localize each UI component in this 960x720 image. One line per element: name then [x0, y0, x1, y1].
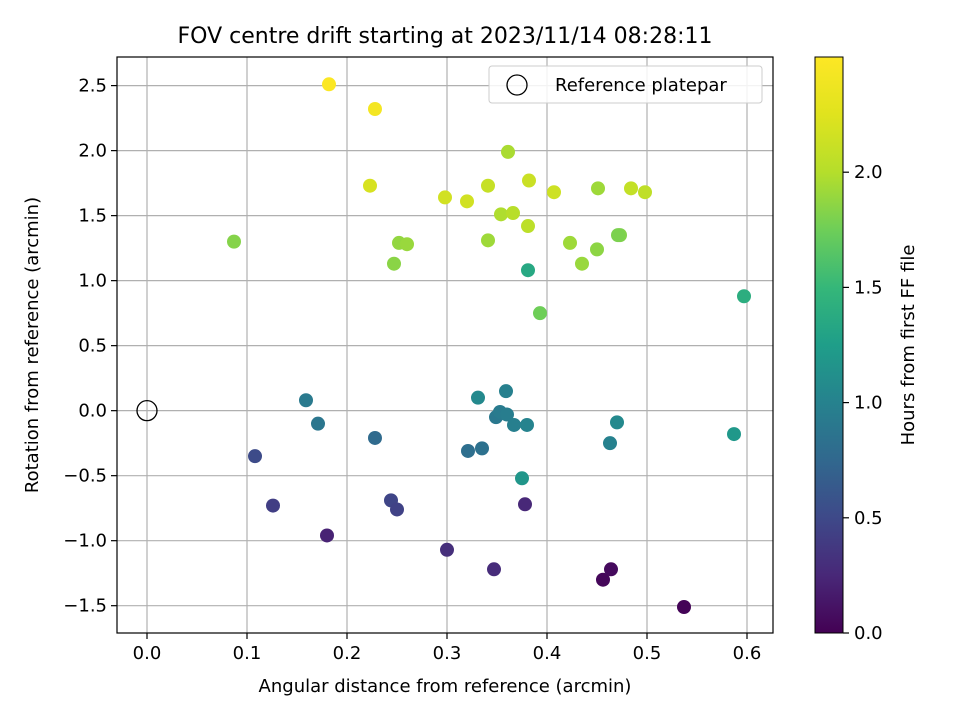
data-point	[322, 77, 336, 92]
data-point	[624, 181, 638, 196]
data-point	[248, 449, 262, 464]
x-tick-label: 0.6	[733, 643, 762, 664]
x-tick-label: 0.5	[633, 643, 662, 664]
data-point	[518, 497, 532, 512]
data-point	[494, 207, 508, 222]
data-point	[522, 173, 536, 188]
y-axis-ticks: −1.5 −1.0 −0.5 0.0 0.5 1.0 1.5 2.0 2.5	[63, 76, 117, 617]
x-tick-label: 0.4	[533, 643, 562, 664]
legend-box	[488, 65, 763, 104]
data-point	[596, 572, 610, 587]
legend-label: Reference platepar	[555, 75, 727, 96]
y-tick-label: −1.5	[63, 596, 107, 617]
data-point	[320, 528, 334, 543]
data-points	[136, 77, 751, 614]
data-point	[461, 443, 475, 458]
data-point	[481, 233, 495, 248]
data-point	[611, 228, 625, 243]
data-point	[475, 441, 489, 456]
data-point	[299, 393, 313, 408]
colorbar-gradient	[814, 56, 844, 634]
y-tick-label: 2.0	[78, 141, 107, 162]
colorbar: 0.0 0.5 1.0 1.5 2.0 Hours from first FF file	[814, 56, 919, 644]
data-point	[533, 306, 547, 321]
data-point	[610, 415, 624, 430]
colorbar-tick-label: 2.0	[854, 162, 883, 183]
data-point	[440, 542, 454, 557]
plot-frame	[116, 56, 774, 634]
data-point	[547, 185, 561, 200]
data-point	[521, 219, 535, 234]
data-point	[603, 436, 617, 451]
colorbar-ticks: 0.0 0.5 1.0 1.5 2.0	[843, 162, 883, 644]
x-tick-label: 0.2	[333, 643, 362, 664]
x-tick-label: 0.1	[233, 643, 262, 664]
data-point	[387, 256, 401, 271]
reference-marker	[136, 400, 158, 422]
colorbar-tick-label: 0.5	[854, 508, 883, 529]
y-tick-label: 1.0	[78, 271, 107, 292]
legend: Reference platepar	[488, 65, 763, 104]
data-point	[507, 417, 521, 432]
y-tick-label: 1.5	[78, 206, 107, 227]
data-point	[506, 206, 520, 221]
y-tick-label: −1.0	[63, 531, 107, 552]
data-point	[520, 417, 534, 432]
data-point	[677, 599, 691, 614]
colorbar-tick-label: 1.0	[854, 393, 883, 414]
y-tick-label: −0.5	[63, 466, 107, 487]
colorbar-label: Hours from first FF file	[898, 245, 919, 446]
chart-title: FOV centre drift starting at 2023/11/14 …	[178, 24, 713, 49]
data-point	[737, 289, 751, 304]
legend-marker	[506, 74, 528, 96]
data-point	[521, 263, 535, 278]
x-axis-ticks: 0.0 0.1 0.2 0.3 0.4 0.5 0.6	[133, 633, 762, 664]
data-point	[515, 471, 529, 486]
data-point	[311, 416, 325, 431]
data-point	[460, 194, 474, 209]
data-point	[390, 502, 404, 517]
data-point	[368, 102, 382, 117]
data-point	[487, 562, 501, 577]
data-point	[481, 178, 495, 193]
x-axis-label: Angular distance from reference (arcmin)	[259, 676, 632, 697]
data-point	[604, 562, 618, 577]
colorbar-tick-label: 1.5	[854, 277, 883, 298]
data-point	[438, 190, 452, 205]
data-point	[500, 407, 514, 422]
data-point	[471, 390, 485, 405]
y-tick-label: 0.5	[78, 336, 107, 357]
data-point	[368, 430, 382, 445]
data-point	[727, 427, 741, 442]
data-point	[575, 256, 589, 271]
data-point	[591, 181, 605, 196]
data-point	[363, 178, 377, 193]
data-point	[266, 498, 280, 513]
data-point	[400, 237, 414, 252]
y-axis-label: Rotation from reference (arcmin)	[22, 197, 43, 493]
y-tick-label: 2.5	[78, 76, 107, 97]
colorbar-tick-label: 0.0	[854, 623, 883, 644]
y-tick-label: 0.0	[78, 401, 107, 422]
x-tick-label: 0.0	[133, 643, 162, 664]
data-point	[563, 235, 577, 250]
data-point	[499, 384, 513, 399]
x-tick-label: 0.3	[433, 643, 462, 664]
data-point	[638, 185, 652, 200]
data-point	[501, 144, 515, 159]
data-point	[590, 242, 604, 257]
grid-lines	[117, 57, 773, 633]
data-point	[227, 234, 241, 249]
